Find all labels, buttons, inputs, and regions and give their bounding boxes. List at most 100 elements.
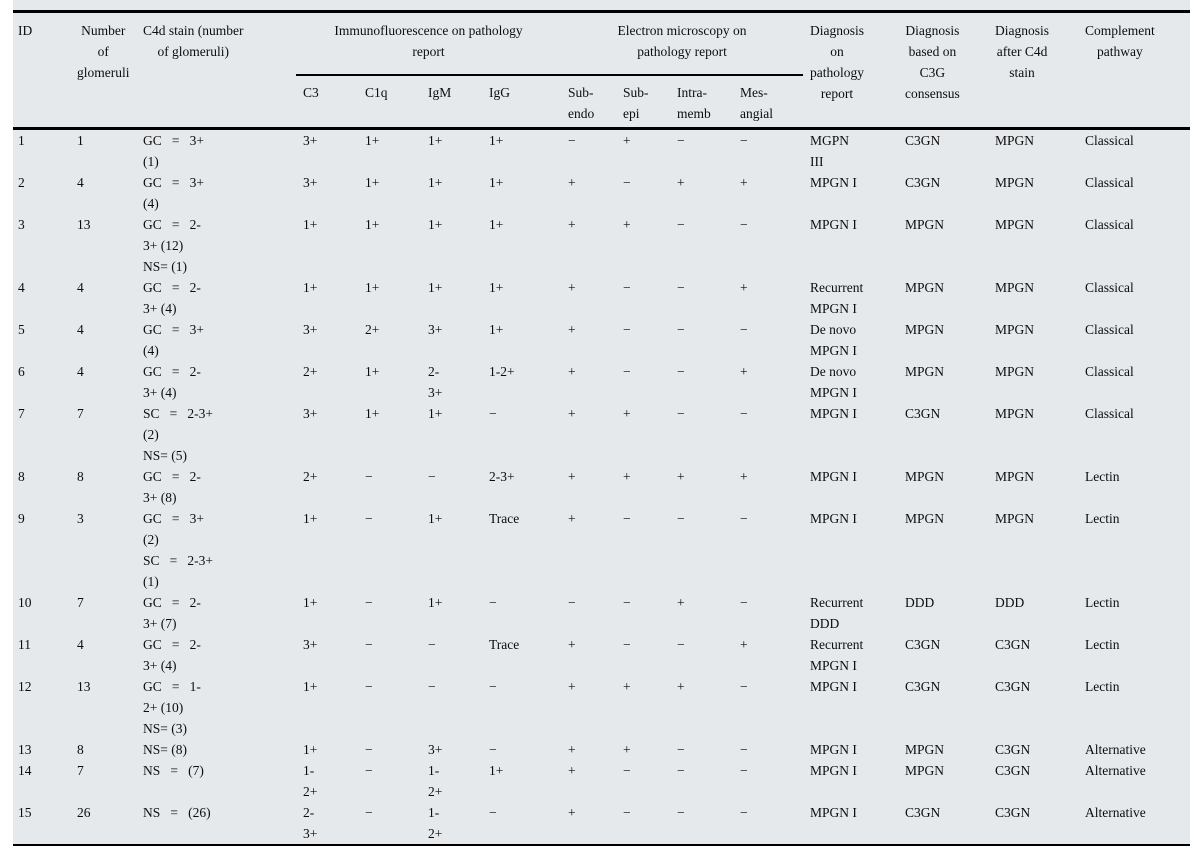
cell-mesangial: − — [740, 406, 748, 421]
col-header-intramemb: Intra- memb — [670, 74, 734, 130]
cell-pathway: Alternative — [1085, 805, 1146, 820]
table-row: 11 4 GC = 2- 3+ (4) 3+ − − Trace + − − + Recurrent … — [13, 634, 1190, 676]
cell-subendo: + — [568, 322, 576, 337]
cell-diag_c4d: MPGN — [995, 511, 1035, 526]
cell-diag_c3g: C3GN — [905, 679, 941, 694]
cell-c1q: − — [365, 805, 373, 820]
cell-c3: 2+ — [303, 364, 318, 379]
cell-diag_c4d: MPGN — [995, 280, 1035, 295]
cell-c1q: − — [365, 763, 373, 778]
cell-c1q: − — [365, 469, 373, 484]
col-header-igg: IgG — [482, 74, 562, 130]
cell-subepi: − — [623, 280, 631, 295]
cell-c3: 3+ — [303, 322, 318, 337]
cell-id: 7 — [18, 406, 25, 421]
cell-intramemb: − — [677, 763, 685, 778]
cell-diag_c3g: MPGN — [905, 763, 945, 778]
cell-igm: 1+ — [428, 595, 443, 610]
cell-c3: 1+ — [303, 742, 318, 757]
cell-glomeruli: 8 — [77, 469, 84, 484]
cell-diag_c4d: MPGN — [995, 469, 1035, 484]
cell-subepi: + — [623, 406, 631, 421]
cell-diag_c3g: MPGN — [905, 280, 945, 295]
cell-diag_path: MPGN I — [810, 511, 857, 526]
cell-diag_c3g: C3GN — [905, 175, 941, 190]
cell-subendo: + — [568, 217, 576, 232]
col-header-diagnosis-c3g-text: Diagnosis based on C3G consensus — [905, 23, 960, 101]
cell-glomeruli: 13 — [77, 217, 91, 232]
cell-subepi: − — [623, 805, 631, 820]
cell-mesangial: + — [740, 469, 748, 484]
cell-glomeruli: 26 — [77, 805, 91, 820]
cell-subepi: + — [623, 679, 631, 694]
cell-c4d: NS= (8) — [143, 742, 187, 757]
table-row: 13 8 NS= (8) 1+ − 3+ − + + − − MPGN I MPGN C3GN Altern… — [13, 739, 1190, 760]
cell-igg: Trace — [489, 637, 520, 652]
cell-mesangial: − — [740, 742, 748, 757]
cell-c3: 1- 2+ — [303, 763, 318, 799]
table-row: 3 13 GC = 2- 3+ (12) NS= (1) 1+ 1+ 1+ 1+ + + − − MP… — [13, 214, 1190, 277]
cell-glomeruli: 7 — [77, 763, 84, 778]
cell-c3: 1+ — [303, 217, 318, 232]
cell-intramemb: + — [677, 469, 685, 484]
results-table-panel: ID Number of glomeruli C4d stain (number… — [13, 0, 1191, 846]
cell-subendo: + — [568, 763, 576, 778]
cell-igg: 1+ — [489, 175, 504, 190]
cell-igg: − — [489, 805, 497, 820]
cell-subepi: − — [623, 637, 631, 652]
cell-subepi: − — [623, 364, 631, 379]
cell-subendo: + — [568, 511, 576, 526]
cell-igg: 1+ — [489, 322, 504, 337]
col-header-mesangial: Mes- angial — [733, 74, 804, 130]
cell-pathway: Classical — [1085, 175, 1134, 190]
cell-diag_path: MPGN I — [810, 679, 857, 694]
cell-id: 3 — [18, 217, 25, 232]
cell-igg: − — [489, 679, 497, 694]
cell-igg: 1+ — [489, 763, 504, 778]
cell-mesangial: − — [740, 679, 748, 694]
cell-mesangial: + — [740, 637, 748, 652]
cell-diag_c3g: C3GN — [905, 406, 941, 421]
cell-diag_c3g: MPGN — [905, 469, 945, 484]
cell-igm: 3+ — [428, 742, 443, 757]
cell-intramemb: − — [677, 217, 685, 232]
cell-intramemb: − — [677, 637, 685, 652]
cell-subepi: − — [623, 763, 631, 778]
cell-subendo: + — [568, 175, 576, 190]
cell-igg: Trace — [489, 511, 520, 526]
cell-c1q: 2+ — [365, 322, 380, 337]
table-header: ID Number of glomeruli C4d stain (number… — [13, 11, 1191, 130]
col-header-c1q: C1q — [358, 74, 421, 130]
cell-pathway: Classical — [1085, 133, 1134, 148]
cell-c4d: GC = 2- 3+ (12) NS= (1) — [143, 217, 201, 274]
cell-subendo: + — [568, 637, 576, 652]
cell-intramemb: − — [677, 322, 685, 337]
cell-diag_c3g: DDD — [905, 595, 935, 610]
col-header-c4d-stain: C4d stain (number of glomeruli) — [136, 11, 296, 130]
cell-id: 14 — [18, 763, 32, 778]
cell-diag_c4d: C3GN — [995, 763, 1031, 778]
cell-subepi: − — [623, 175, 631, 190]
cell-igg: − — [489, 595, 497, 610]
cell-subendo: − — [568, 133, 576, 148]
cell-diag_c4d: C3GN — [995, 679, 1031, 694]
cell-c4d: GC = 2- 3+ (7) — [143, 595, 201, 631]
cell-subendo: + — [568, 679, 576, 694]
cell-intramemb: − — [677, 511, 685, 526]
cell-subendo: + — [568, 406, 576, 421]
table-row: 14 7 NS = (7) 1- 2+ − 1- 2+ 1+ + − − − MPGN I MPGN C3… — [13, 760, 1190, 802]
cell-id: 13 — [18, 742, 32, 757]
col-header-id: ID — [13, 11, 70, 130]
table-row: 9 3 GC = 3+ (2) SC = 2-3+ (1) 1+ − 1+ Trace + − −… — [13, 508, 1190, 592]
col-header-glomeruli-text: Number of glomeruli — [77, 23, 130, 80]
cell-c4d: GC = 2- 3+ (4) — [143, 364, 201, 400]
col-header-complement-pathway: Complement pathway — [1078, 11, 1191, 130]
cell-diag_path: MPGN I — [810, 742, 857, 757]
cell-subendo: + — [568, 469, 576, 484]
cell-id: 4 — [18, 280, 25, 295]
cell-mesangial: − — [740, 133, 748, 148]
cell-c1q: 1+ — [365, 133, 380, 148]
cell-glomeruli: 4 — [77, 364, 84, 379]
col-header-c4d-text: C4d stain (number of glomeruli) — [143, 23, 244, 59]
cell-c1q: − — [365, 637, 373, 652]
